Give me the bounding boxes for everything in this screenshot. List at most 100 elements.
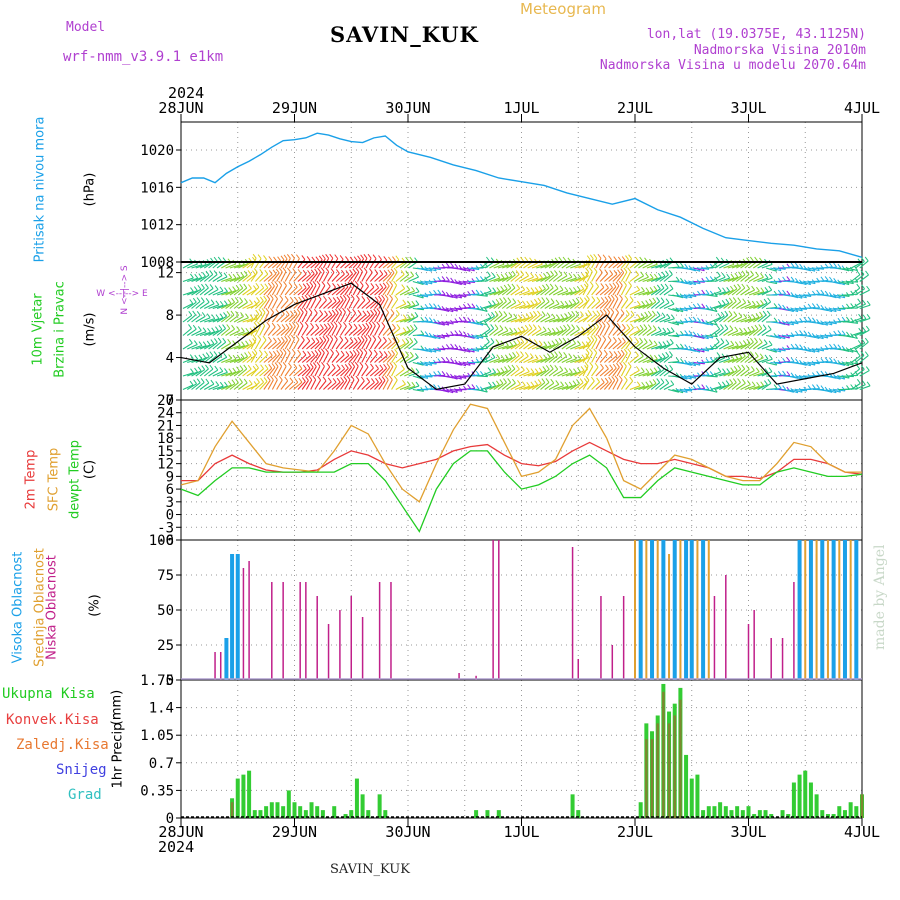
wind-barb-flag bbox=[816, 289, 821, 295]
wind-barb-flag bbox=[705, 276, 710, 282]
wind-barb-flag bbox=[532, 324, 537, 329]
wind-barb bbox=[344, 379, 351, 390]
wind-barb-flag bbox=[231, 379, 236, 384]
wind-barb bbox=[633, 290, 645, 296]
wind-barb-flag bbox=[405, 270, 410, 275]
wind-barb-flag bbox=[371, 378, 375, 383]
wind-barb bbox=[800, 280, 811, 286]
wind-barb-flag bbox=[315, 337, 320, 343]
wind-barb-flag bbox=[593, 267, 598, 273]
wind-barb-flag bbox=[198, 354, 203, 360]
wind-barb-flag bbox=[411, 381, 416, 387]
wind-barb bbox=[327, 367, 336, 377]
wind-barb bbox=[310, 366, 317, 377]
wind-barb bbox=[736, 343, 747, 350]
wind-barb-flag bbox=[629, 296, 634, 301]
wind-barb bbox=[191, 345, 203, 350]
low-cloud-bar bbox=[339, 610, 341, 680]
wind-barb-flag bbox=[370, 283, 375, 288]
wind-barb bbox=[352, 340, 362, 350]
wind-barb bbox=[289, 313, 298, 323]
high-cloud-bar bbox=[650, 540, 655, 680]
wind-barb bbox=[361, 326, 370, 336]
wind-barb-flag bbox=[487, 367, 492, 372]
wind-barb-flag bbox=[235, 378, 239, 383]
wind-barb-flag bbox=[856, 379, 861, 384]
wind-barb-flag bbox=[581, 326, 585, 332]
wind-barb-flag bbox=[274, 362, 279, 367]
wind-barb-flag bbox=[665, 351, 670, 357]
wind-barb bbox=[429, 348, 441, 352]
wind-barb-flag bbox=[556, 314, 560, 320]
wind-barb-flag bbox=[306, 256, 311, 261]
wind-barb-flag bbox=[241, 341, 245, 346]
mid-cloud-bar bbox=[679, 540, 682, 680]
wind-barb bbox=[250, 367, 259, 377]
wind-barb-flag bbox=[647, 310, 652, 316]
high-cloud-bar bbox=[230, 554, 235, 680]
wind-barb-flag bbox=[551, 340, 556, 345]
wind-barb-flag bbox=[640, 271, 645, 277]
wind-barb bbox=[386, 272, 395, 282]
wind-barb bbox=[306, 273, 315, 282]
wind-barb-flag bbox=[433, 303, 437, 308]
wind-barb bbox=[825, 307, 837, 313]
wind-barb-flag bbox=[636, 285, 641, 291]
wind-barb-flag bbox=[760, 300, 764, 305]
wind-barb-flag bbox=[231, 297, 235, 303]
wind-barb bbox=[191, 329, 202, 336]
wind-barb bbox=[506, 317, 517, 323]
wind-barb-flag bbox=[345, 256, 349, 261]
wind-barb bbox=[246, 369, 257, 377]
wind-barb bbox=[451, 388, 463, 392]
wind-barb bbox=[280, 258, 288, 269]
wind-barb-flag bbox=[273, 375, 278, 381]
wind-barb-flag bbox=[520, 351, 524, 356]
wind-barb bbox=[195, 345, 207, 350]
wind-barb bbox=[348, 327, 358, 336]
wind-barb-flag bbox=[312, 362, 317, 367]
wind-barb-flag bbox=[291, 348, 296, 354]
wind-barb bbox=[493, 328, 504, 336]
wind-barb-flag bbox=[588, 267, 593, 272]
wind-barb bbox=[272, 341, 282, 350]
wind-barb bbox=[727, 288, 738, 296]
wind-barb bbox=[608, 340, 617, 350]
wind-barb-flag bbox=[554, 351, 558, 356]
low-cloud-bar bbox=[498, 540, 500, 680]
wind-barb bbox=[433, 321, 445, 326]
wind-barb bbox=[855, 355, 865, 363]
wind-barb-flag bbox=[568, 300, 573, 305]
total-precip-bar bbox=[638, 802, 643, 818]
wind-barb-flag bbox=[298, 296, 303, 302]
wind-barb bbox=[204, 343, 215, 350]
wind-barb-flag bbox=[330, 348, 334, 354]
wind-barb-flag bbox=[645, 368, 650, 373]
wind-barb-flag bbox=[854, 266, 859, 271]
wind-barb-flag bbox=[754, 256, 759, 262]
wind-barb-flag bbox=[716, 271, 721, 277]
wind-barb-flag bbox=[274, 294, 278, 300]
wind-barb bbox=[501, 301, 512, 309]
wind-barb-flag bbox=[462, 331, 467, 336]
wind-barb bbox=[574, 276, 585, 283]
wind-barb bbox=[719, 358, 730, 364]
wind-barb bbox=[365, 286, 375, 296]
wind-barb bbox=[378, 273, 388, 282]
wind-barb bbox=[323, 314, 333, 323]
wind-barb-flag bbox=[255, 309, 260, 315]
wind-barb-flag bbox=[502, 297, 507, 302]
wind-barb bbox=[642, 384, 653, 390]
wind-barb bbox=[629, 304, 641, 310]
total-precip-bar bbox=[349, 810, 354, 818]
wind-barb bbox=[229, 382, 239, 390]
wind-barb-flag bbox=[205, 298, 210, 303]
wind-barb-flag bbox=[596, 296, 601, 302]
wind-barb-flag bbox=[577, 354, 582, 360]
wind-barb-flag bbox=[743, 327, 748, 333]
wind-barb bbox=[361, 286, 370, 296]
y-tick-label: 0.7 bbox=[149, 756, 174, 772]
wind-barb bbox=[578, 275, 589, 282]
wind-barb-flag bbox=[319, 336, 324, 342]
wind-barb bbox=[744, 385, 756, 391]
